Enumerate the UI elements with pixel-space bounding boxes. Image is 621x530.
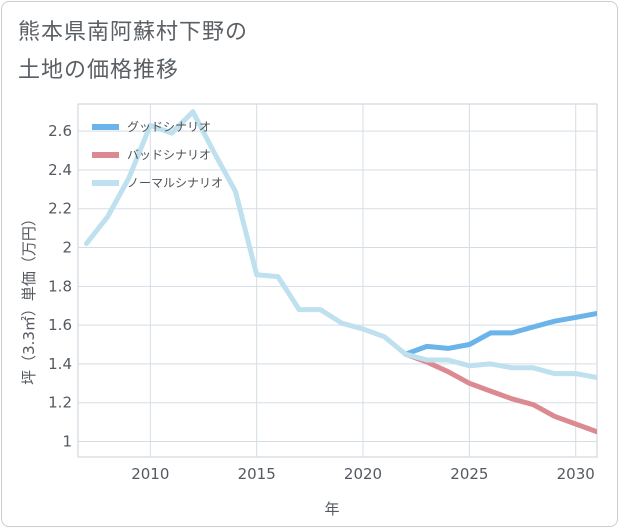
chart-title-line2: 土地の価格推移 xyxy=(18,58,180,83)
chart-title: 熊本県南阿蘇村下野の 土地の価格推移 xyxy=(18,14,248,90)
x-tick-label: 2015 xyxy=(238,465,276,483)
y-tick-label: 2.2 xyxy=(48,200,72,218)
legend-label: グッドシナリオ xyxy=(127,120,211,134)
x-tick-label: 2020 xyxy=(344,465,382,483)
series-line-2 xyxy=(84,109,597,380)
y-tick-label: 1.2 xyxy=(48,394,72,412)
y-tick-label: 2 xyxy=(62,239,72,257)
x-tick-label: 2025 xyxy=(450,465,488,483)
x-axis-label: 年 xyxy=(324,500,339,518)
x-tick-labels: 2010 2015 2020 2025 2030 xyxy=(131,465,595,483)
y-tick-label: 1.4 xyxy=(48,355,72,373)
y-tick-label: 1.8 xyxy=(48,277,72,295)
series-line-0 xyxy=(403,311,597,357)
legend-label: ノーマルシナリオ xyxy=(127,176,223,190)
legend-label: バッドシナリオ xyxy=(127,148,211,162)
series-line-1 xyxy=(403,351,597,435)
x-tick-label: 2030 xyxy=(557,465,595,483)
y-axis-label: 坪（3.3㎡）単価（万円） xyxy=(20,211,38,385)
y-tick-labels: 1 1.2 1.4 1.6 1.8 2 2.2 2.4 2.6 xyxy=(48,122,72,450)
y-tick-label: 2.6 xyxy=(48,122,72,140)
chart-title-line1: 熊本県南阿蘇村下野の xyxy=(18,20,249,45)
x-tick-label: 2010 xyxy=(131,465,169,483)
y-tick-label: 2.4 xyxy=(48,161,72,179)
y-tick-label: 1 xyxy=(62,432,72,450)
series-layer xyxy=(84,109,597,435)
y-tick-label: 1.6 xyxy=(48,316,72,334)
